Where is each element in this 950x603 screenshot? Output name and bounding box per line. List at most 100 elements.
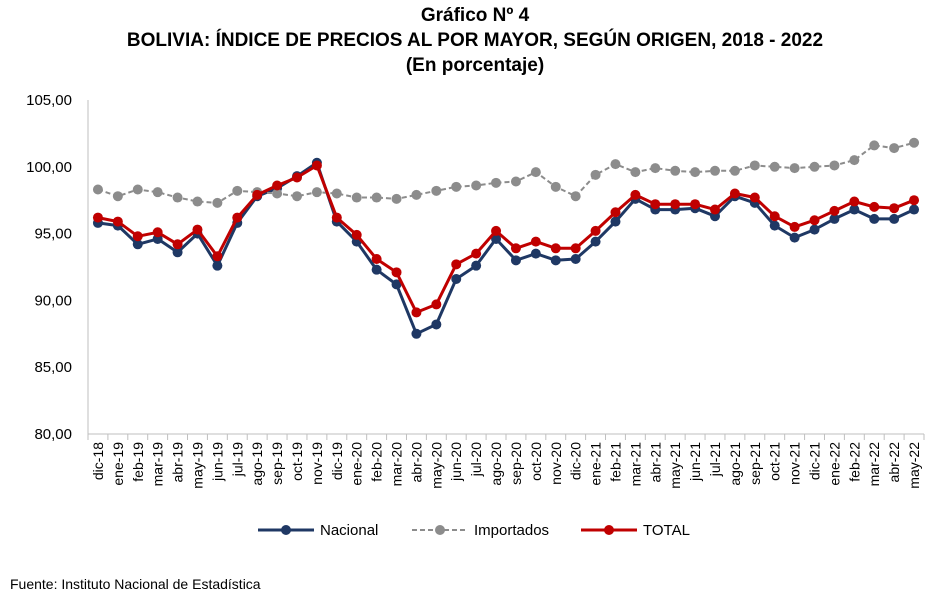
data-point-nacional <box>849 204 860 215</box>
x-tick-label: abr-19 <box>170 442 186 483</box>
data-point-importados <box>431 185 442 196</box>
data-point-importados <box>311 187 322 198</box>
x-tick-label: abr-21 <box>647 442 663 483</box>
x-tick-label: dic-18 <box>90 442 106 480</box>
data-point-nacional <box>789 232 800 243</box>
x-tick-label: may-20 <box>428 442 444 489</box>
y-tick-label: 100,00 <box>26 159 72 176</box>
data-point-nacional <box>451 274 462 285</box>
x-tick-label: feb-21 <box>607 442 623 482</box>
data-point-total <box>471 248 482 259</box>
legend-label-nacional: Nacional <box>320 522 378 539</box>
data-point-nacional <box>411 328 422 339</box>
x-tick-label: sep-20 <box>508 442 524 485</box>
data-point-importados <box>371 192 382 203</box>
data-point-importados <box>292 191 302 202</box>
x-tick-label: may-21 <box>667 442 683 489</box>
data-point-nacional <box>610 216 621 227</box>
x-tick-label: mar-21 <box>627 442 643 487</box>
x-tick-label: ene-22 <box>826 442 842 486</box>
y-tick-label: 95,00 <box>34 226 72 243</box>
x-tick-label: feb-22 <box>846 442 862 482</box>
data-point-importados <box>411 189 422 200</box>
data-point-importados <box>650 163 661 174</box>
x-tick-label: ago-20 <box>488 442 504 486</box>
x-tick-label: ene-19 <box>110 442 126 486</box>
data-point-nacional <box>471 260 482 271</box>
data-point-total <box>570 243 581 254</box>
x-tick-label: jul-20 <box>468 442 484 477</box>
x-tick-label: jun-19 <box>209 442 225 482</box>
data-point-nacional <box>869 213 880 224</box>
x-tick-label: mar-20 <box>389 442 405 487</box>
legend-label-importados: Importados <box>474 522 549 539</box>
data-point-total <box>491 225 502 236</box>
x-tick-label: jun-21 <box>687 442 703 482</box>
data-point-total <box>451 259 462 270</box>
data-point-importados <box>550 181 561 192</box>
data-point-importados <box>232 185 243 196</box>
data-point-total <box>192 224 203 235</box>
data-point-importados <box>710 165 720 176</box>
data-point-importados <box>809 161 820 172</box>
data-point-importados <box>331 188 342 199</box>
data-point-total <box>431 299 442 310</box>
data-point-importados <box>112 191 123 202</box>
x-tick-label: dic-19 <box>329 442 345 480</box>
data-point-total <box>690 199 701 210</box>
x-tick-label: may-19 <box>189 442 205 489</box>
data-point-importados <box>789 163 800 174</box>
x-tick-label: dic-21 <box>807 442 823 480</box>
data-point-importados <box>849 155 860 166</box>
data-point-total <box>172 239 183 250</box>
x-tick-label: dic-20 <box>568 442 584 480</box>
data-point-total <box>829 205 840 216</box>
data-point-total <box>710 204 720 215</box>
data-point-importados <box>451 181 462 192</box>
x-tick-label: abr-20 <box>408 442 424 483</box>
x-tick-label: mar-22 <box>866 442 882 487</box>
data-point-nacional <box>909 204 920 215</box>
data-point-nacional <box>829 213 840 224</box>
x-tick-label: nov-20 <box>548 442 564 485</box>
data-point-importados <box>530 167 541 178</box>
data-point-nacional <box>371 264 382 275</box>
data-point-total <box>92 212 103 223</box>
data-point-total <box>212 251 223 262</box>
data-point-total <box>510 243 521 254</box>
data-point-nacional <box>391 279 402 290</box>
data-point-nacional <box>431 319 442 330</box>
data-point-importados <box>391 193 402 204</box>
data-point-importados <box>889 143 900 154</box>
chart-title: Gráfico Nº 4 <box>420 5 530 26</box>
data-point-total <box>232 212 243 223</box>
data-point-total <box>789 221 800 232</box>
data-point-importados <box>152 187 163 198</box>
data-point-nacional <box>809 224 820 235</box>
data-point-total <box>590 225 601 236</box>
data-point-nacional <box>530 248 541 259</box>
x-tick-label: jul-19 <box>229 442 245 477</box>
data-point-nacional <box>590 236 601 247</box>
data-point-total <box>749 192 760 203</box>
legend-marker-nacional <box>281 525 291 535</box>
data-point-nacional <box>769 220 780 231</box>
data-point-total <box>809 215 820 226</box>
data-point-total <box>411 307 422 318</box>
data-point-importados <box>909 137 920 148</box>
data-point-total <box>909 195 920 206</box>
y-tick-label: 80,00 <box>34 426 72 443</box>
legend-label-total: TOTAL <box>643 522 690 539</box>
data-point-importados <box>630 167 641 178</box>
chart-unit-note: (En porcentaje) <box>405 55 545 76</box>
x-tick-label: nov-21 <box>787 442 803 485</box>
data-point-total <box>869 201 880 212</box>
data-point-importados <box>491 177 502 188</box>
data-point-importados <box>510 176 521 187</box>
data-point-total <box>530 236 541 247</box>
legend-marker-importados <box>435 525 445 535</box>
x-tick-label: ago-19 <box>249 442 265 486</box>
data-point-total <box>152 227 163 238</box>
x-tick-label: oct-20 <box>528 442 544 481</box>
x-tick-label: ago-21 <box>727 442 743 486</box>
